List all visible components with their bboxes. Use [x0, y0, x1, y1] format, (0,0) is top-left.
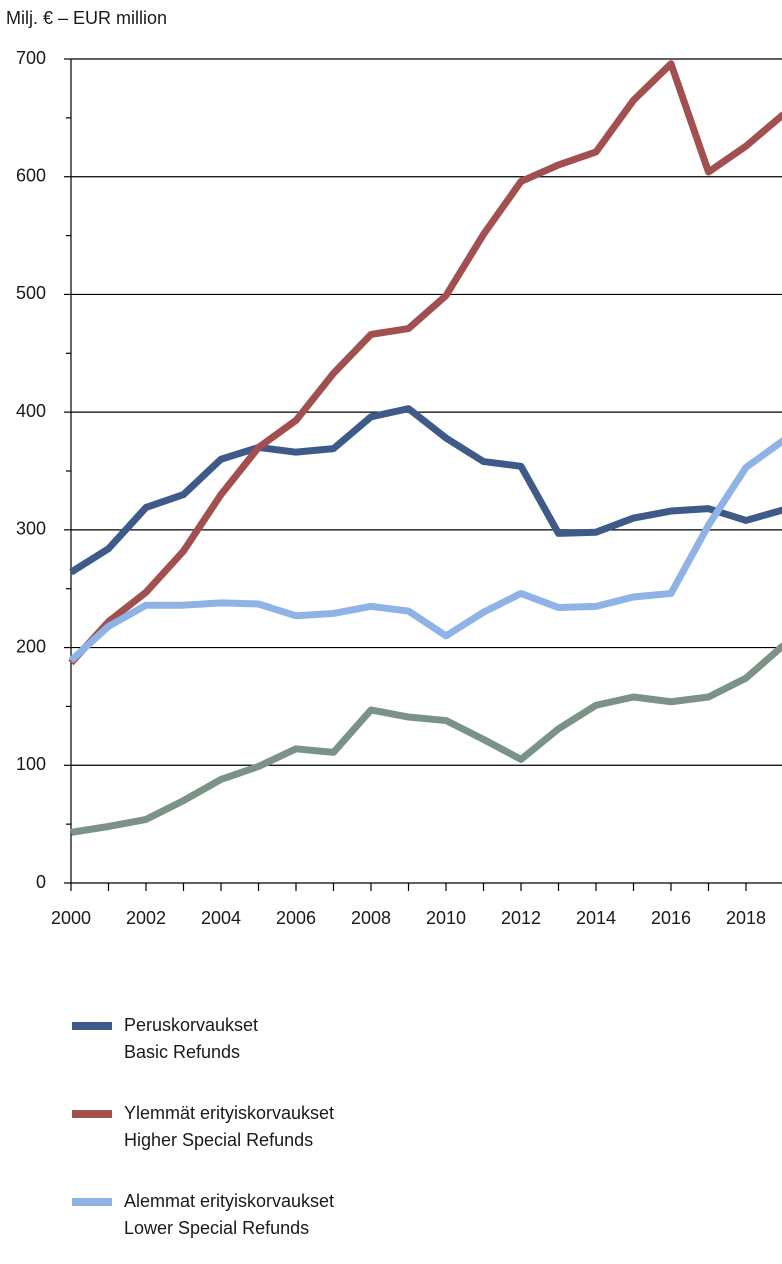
- legend-label: Ylemmät erityiskorvaukset: [124, 1103, 334, 1123]
- x-tick-label: 2004: [201, 908, 241, 928]
- x-tick-label: 2002: [126, 908, 166, 928]
- chart-title: Milj. € – EUR million: [6, 8, 167, 28]
- legend-label: Alemmat erityiskorvaukset: [124, 1191, 334, 1211]
- legend-swatch: [72, 1110, 112, 1118]
- x-tick-label: 2008: [351, 908, 391, 928]
- legend-swatch: [72, 1198, 112, 1206]
- x-tick-label: 2006: [276, 908, 316, 928]
- x-tick-label: 2016: [651, 908, 691, 928]
- series-line: [70, 642, 782, 836]
- y-tick-label: 300: [16, 519, 46, 539]
- y-tick-label: 600: [16, 165, 46, 185]
- legend-label: Basic Refunds: [124, 1042, 240, 1062]
- x-tick-label: 2012: [501, 908, 541, 928]
- y-tick-label: 400: [16, 401, 46, 421]
- series-line: [68, 437, 782, 664]
- y-tick-label: 100: [16, 754, 46, 774]
- x-tick-label: 2014: [576, 908, 616, 928]
- legend-label: Lower Special Refunds: [124, 1218, 309, 1238]
- x-tick-label: 2000: [51, 908, 91, 928]
- y-tick-label: 0: [36, 872, 46, 892]
- legend-label: Peruskorvaukset: [124, 1015, 258, 1035]
- series-line: [68, 60, 782, 666]
- x-tick-label: 2018: [726, 908, 766, 928]
- x-tick-label: 2010: [426, 908, 466, 928]
- legend-label: Higher Special Refunds: [124, 1130, 313, 1150]
- y-tick-label: 200: [16, 636, 46, 656]
- y-tick-label: 700: [16, 48, 46, 68]
- y-tick-label: 500: [16, 283, 46, 303]
- series-line: [69, 405, 782, 576]
- legend-swatch: [72, 1022, 112, 1030]
